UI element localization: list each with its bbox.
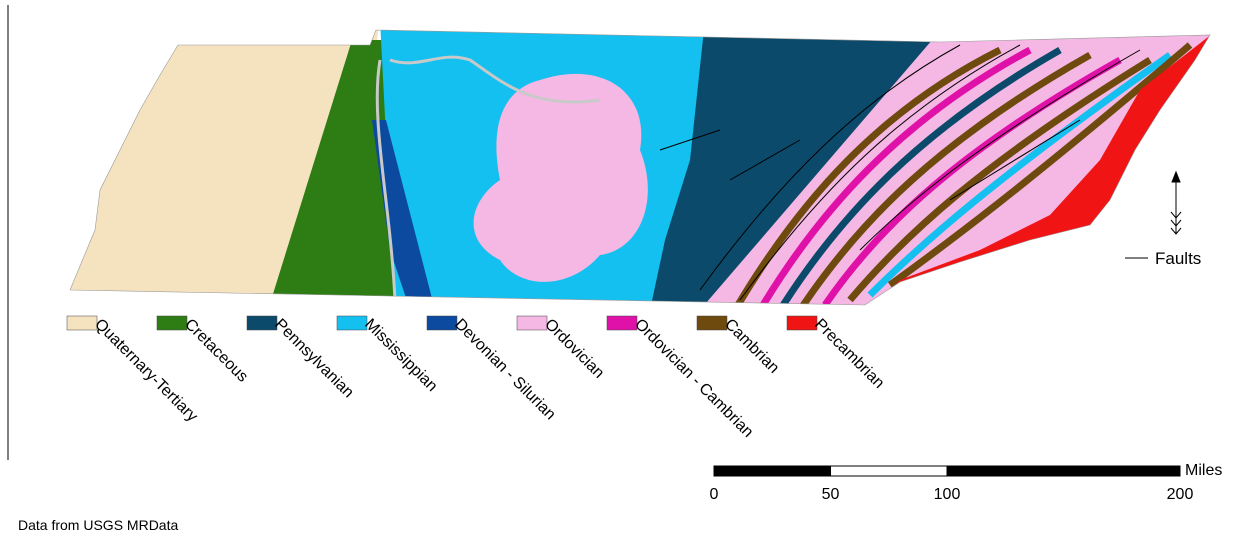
legend-label: Precambrian: [811, 316, 887, 392]
scale-unit: Miles: [1185, 462, 1222, 479]
scale-bar: 0 50 100 200 Miles: [710, 462, 1223, 503]
legend-label: Ordovician: [541, 316, 607, 382]
credit: Data from USGS MRData: [18, 517, 178, 533]
scale-tick-label: 0: [710, 486, 719, 503]
scale-tick-label: 200: [1167, 486, 1194, 503]
north-arrow: [1171, 172, 1181, 234]
faults-label: Faults: [1155, 249, 1201, 268]
scale-segment: [714, 466, 831, 476]
map-page: Faults Quaternary-TertiaryCretaceousPenn…: [0, 0, 1252, 540]
scale-segment: [947, 466, 1180, 476]
legend-label: Devonian - Silurian: [451, 316, 559, 424]
scale-segment: [831, 466, 948, 476]
legend-label: Cambrian: [721, 316, 782, 377]
scale-tick-label: 100: [934, 486, 961, 503]
legend-label: Quaternary-Tertiary: [91, 316, 200, 425]
legend-label: Cretaceous: [181, 316, 251, 386]
scale-tick-label: 50: [822, 486, 840, 503]
geologic-map: [60, 20, 1230, 310]
